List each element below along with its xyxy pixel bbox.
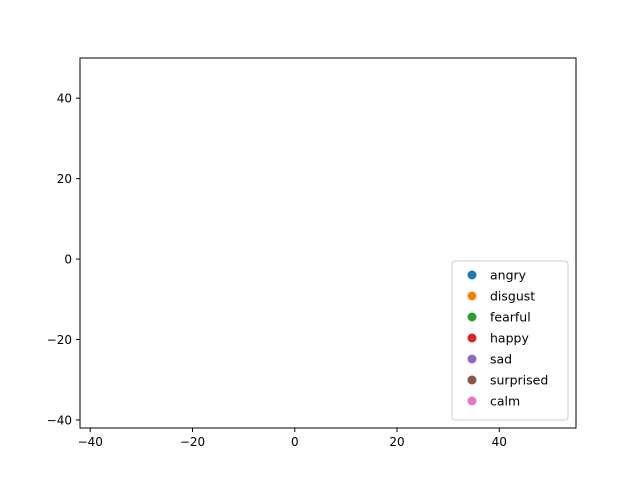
x-tick-label: −40 [78,435,103,449]
legend-marker-disgust [467,291,477,301]
x-tick-label: 0 [291,435,299,449]
x-tick-label: −20 [180,435,205,449]
legend-label-disgust: disgust [490,289,535,304]
legend-label-surprised: surprised [490,373,548,388]
y-tick-label: −20 [47,333,72,347]
legend-marker-fearful [467,312,477,322]
y-tick-label: 40 [57,92,72,106]
legend-marker-calm [467,396,477,406]
legend-label-happy: happy [490,331,529,346]
legend-marker-sad [467,354,477,364]
y-axis: −40 −20 0 20 40 [47,92,80,427]
legend-marker-angry [467,270,477,280]
legend-label-fearful: fearful [490,310,531,325]
legend: angry disgust fearful happy sad surprised calm [451,260,569,421]
x-axis: −40 −20 0 20 40 [78,428,507,449]
x-tick-label: 20 [389,435,404,449]
legend-marker-happy [467,333,477,343]
legend-label-sad: sad [490,352,512,367]
legend-box [451,260,569,421]
legend-marker-surprised [467,375,477,385]
y-tick-label: 0 [64,253,72,267]
legend-label-calm: calm [490,394,520,409]
y-tick-label: 20 [57,172,72,186]
x-tick-label: 40 [492,435,507,449]
legend-label-angry: angry [490,268,527,283]
y-tick-label: −40 [47,413,72,427]
